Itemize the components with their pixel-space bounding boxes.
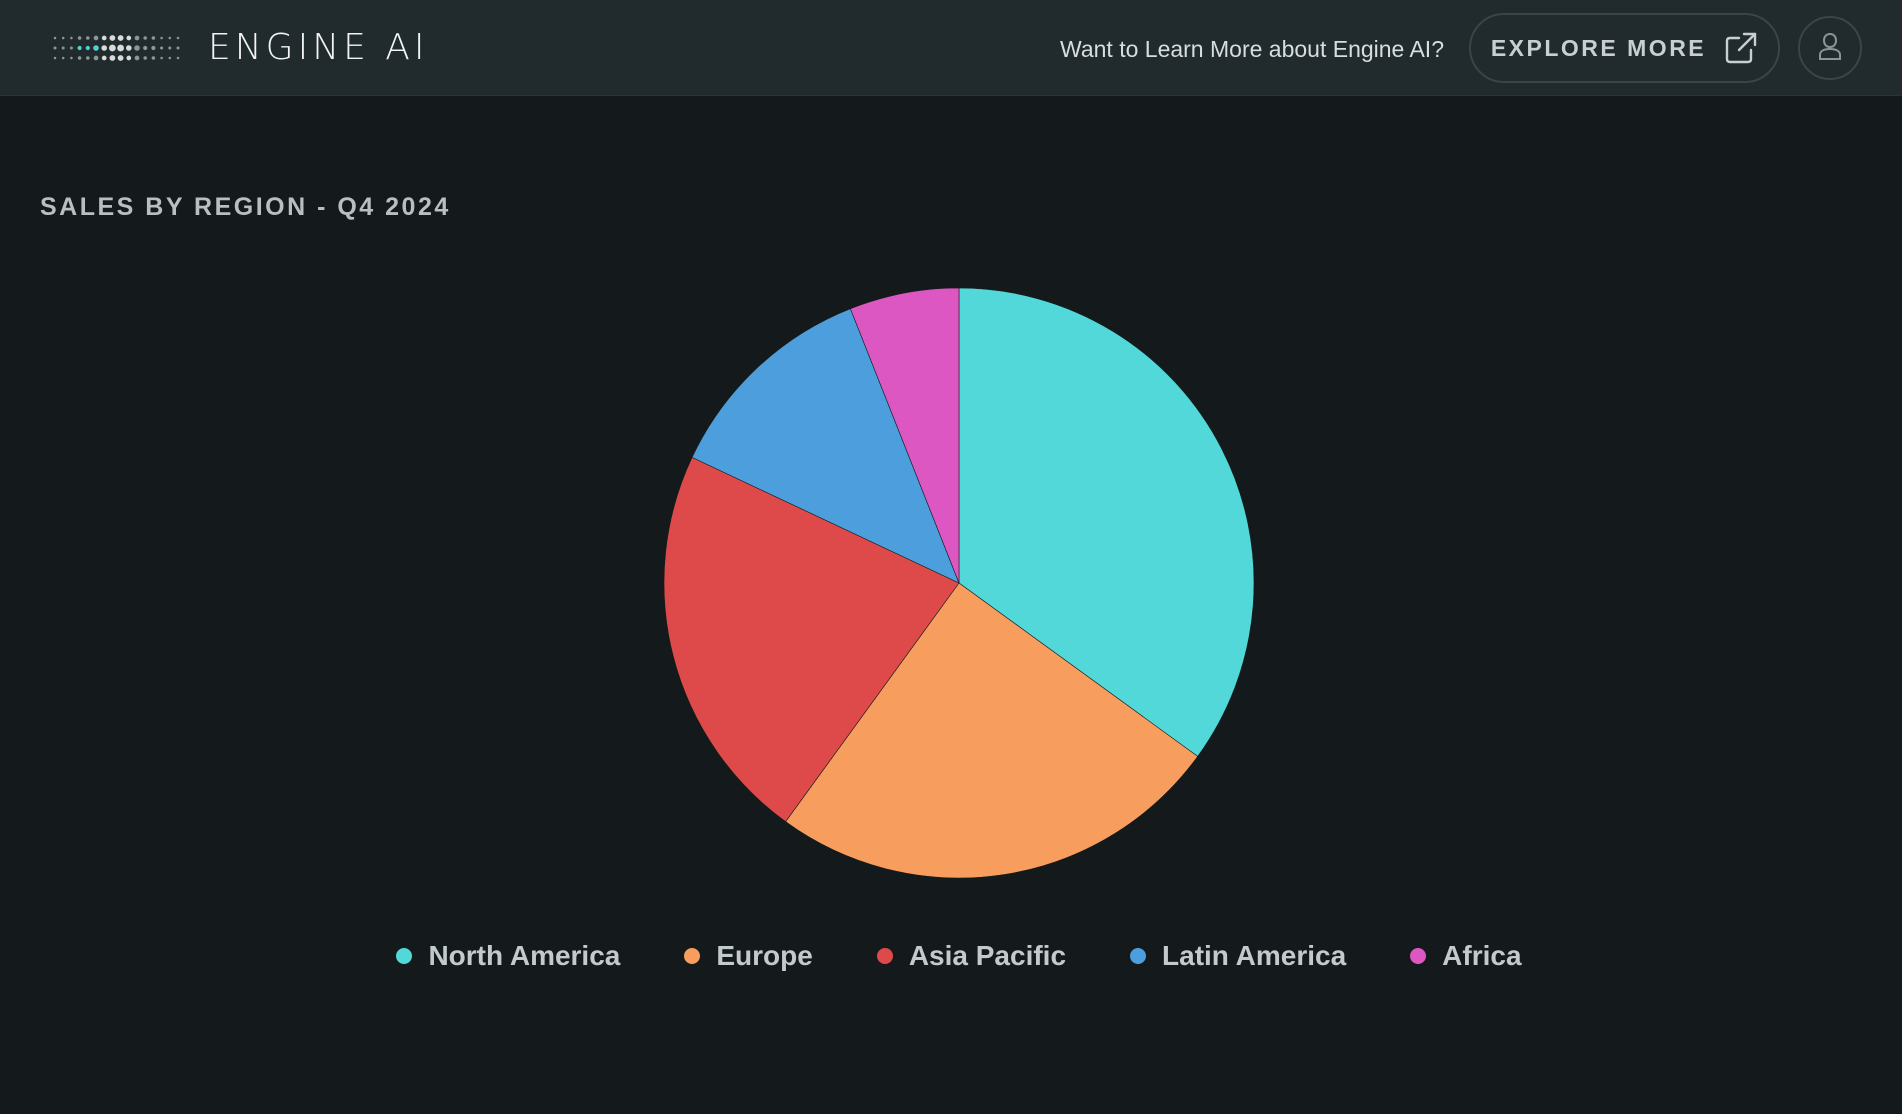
user-icon (1817, 31, 1843, 66)
pie-slice-africa[interactable] (850, 287, 960, 584)
promo-text: Want to Learn More about Engine AI? (1059, 36, 1444, 62)
external-link-icon (1724, 31, 1758, 65)
legend-swatch (1410, 948, 1427, 964)
pie-slice-europe[interactable] (785, 582, 1199, 879)
legend-item-europe[interactable]: Europe (684, 940, 813, 972)
chart-title: SALES BY REGION - Q4 2024 (40, 193, 451, 221)
user-account-button[interactable] (1798, 16, 1862, 80)
legend-swatch (684, 948, 701, 964)
explore-more-button[interactable]: EXPLORE MORE (1469, 13, 1780, 83)
legend-label: Africa (1442, 940, 1522, 971)
legend-swatch (396, 948, 413, 964)
explore-more-label: EXPLORE MORE (1490, 34, 1707, 61)
brand-name[interactable]: ENGINE AI (208, 27, 429, 68)
legend-swatch (876, 948, 893, 964)
top-bar: ENGINE AI Want to Learn More about Engin… (0, 0, 1902, 96)
engine-ai-logo-icon[interactable] (52, 34, 182, 62)
legend-item-north-america[interactable]: North America (396, 940, 620, 972)
pie-slice-latin-america[interactable] (691, 308, 960, 584)
legend-label: Europe (716, 940, 813, 971)
legend-swatch (1130, 948, 1147, 964)
legend-label: North America (428, 940, 621, 971)
legend-label: Latin America (1162, 940, 1347, 971)
legend-item-latin-america[interactable]: Latin America (1130, 940, 1346, 972)
legend-label: Asia Pacific (908, 940, 1067, 971)
chart-legend: North America Europe Asia Pacific Latin Ame… (0, 940, 1902, 972)
pie-slice-north-america[interactable] (958, 287, 1255, 757)
legend-item-africa[interactable]: Africa (1410, 940, 1522, 972)
legend-item-asia-pacific[interactable]: Asia Pacific (876, 940, 1067, 972)
